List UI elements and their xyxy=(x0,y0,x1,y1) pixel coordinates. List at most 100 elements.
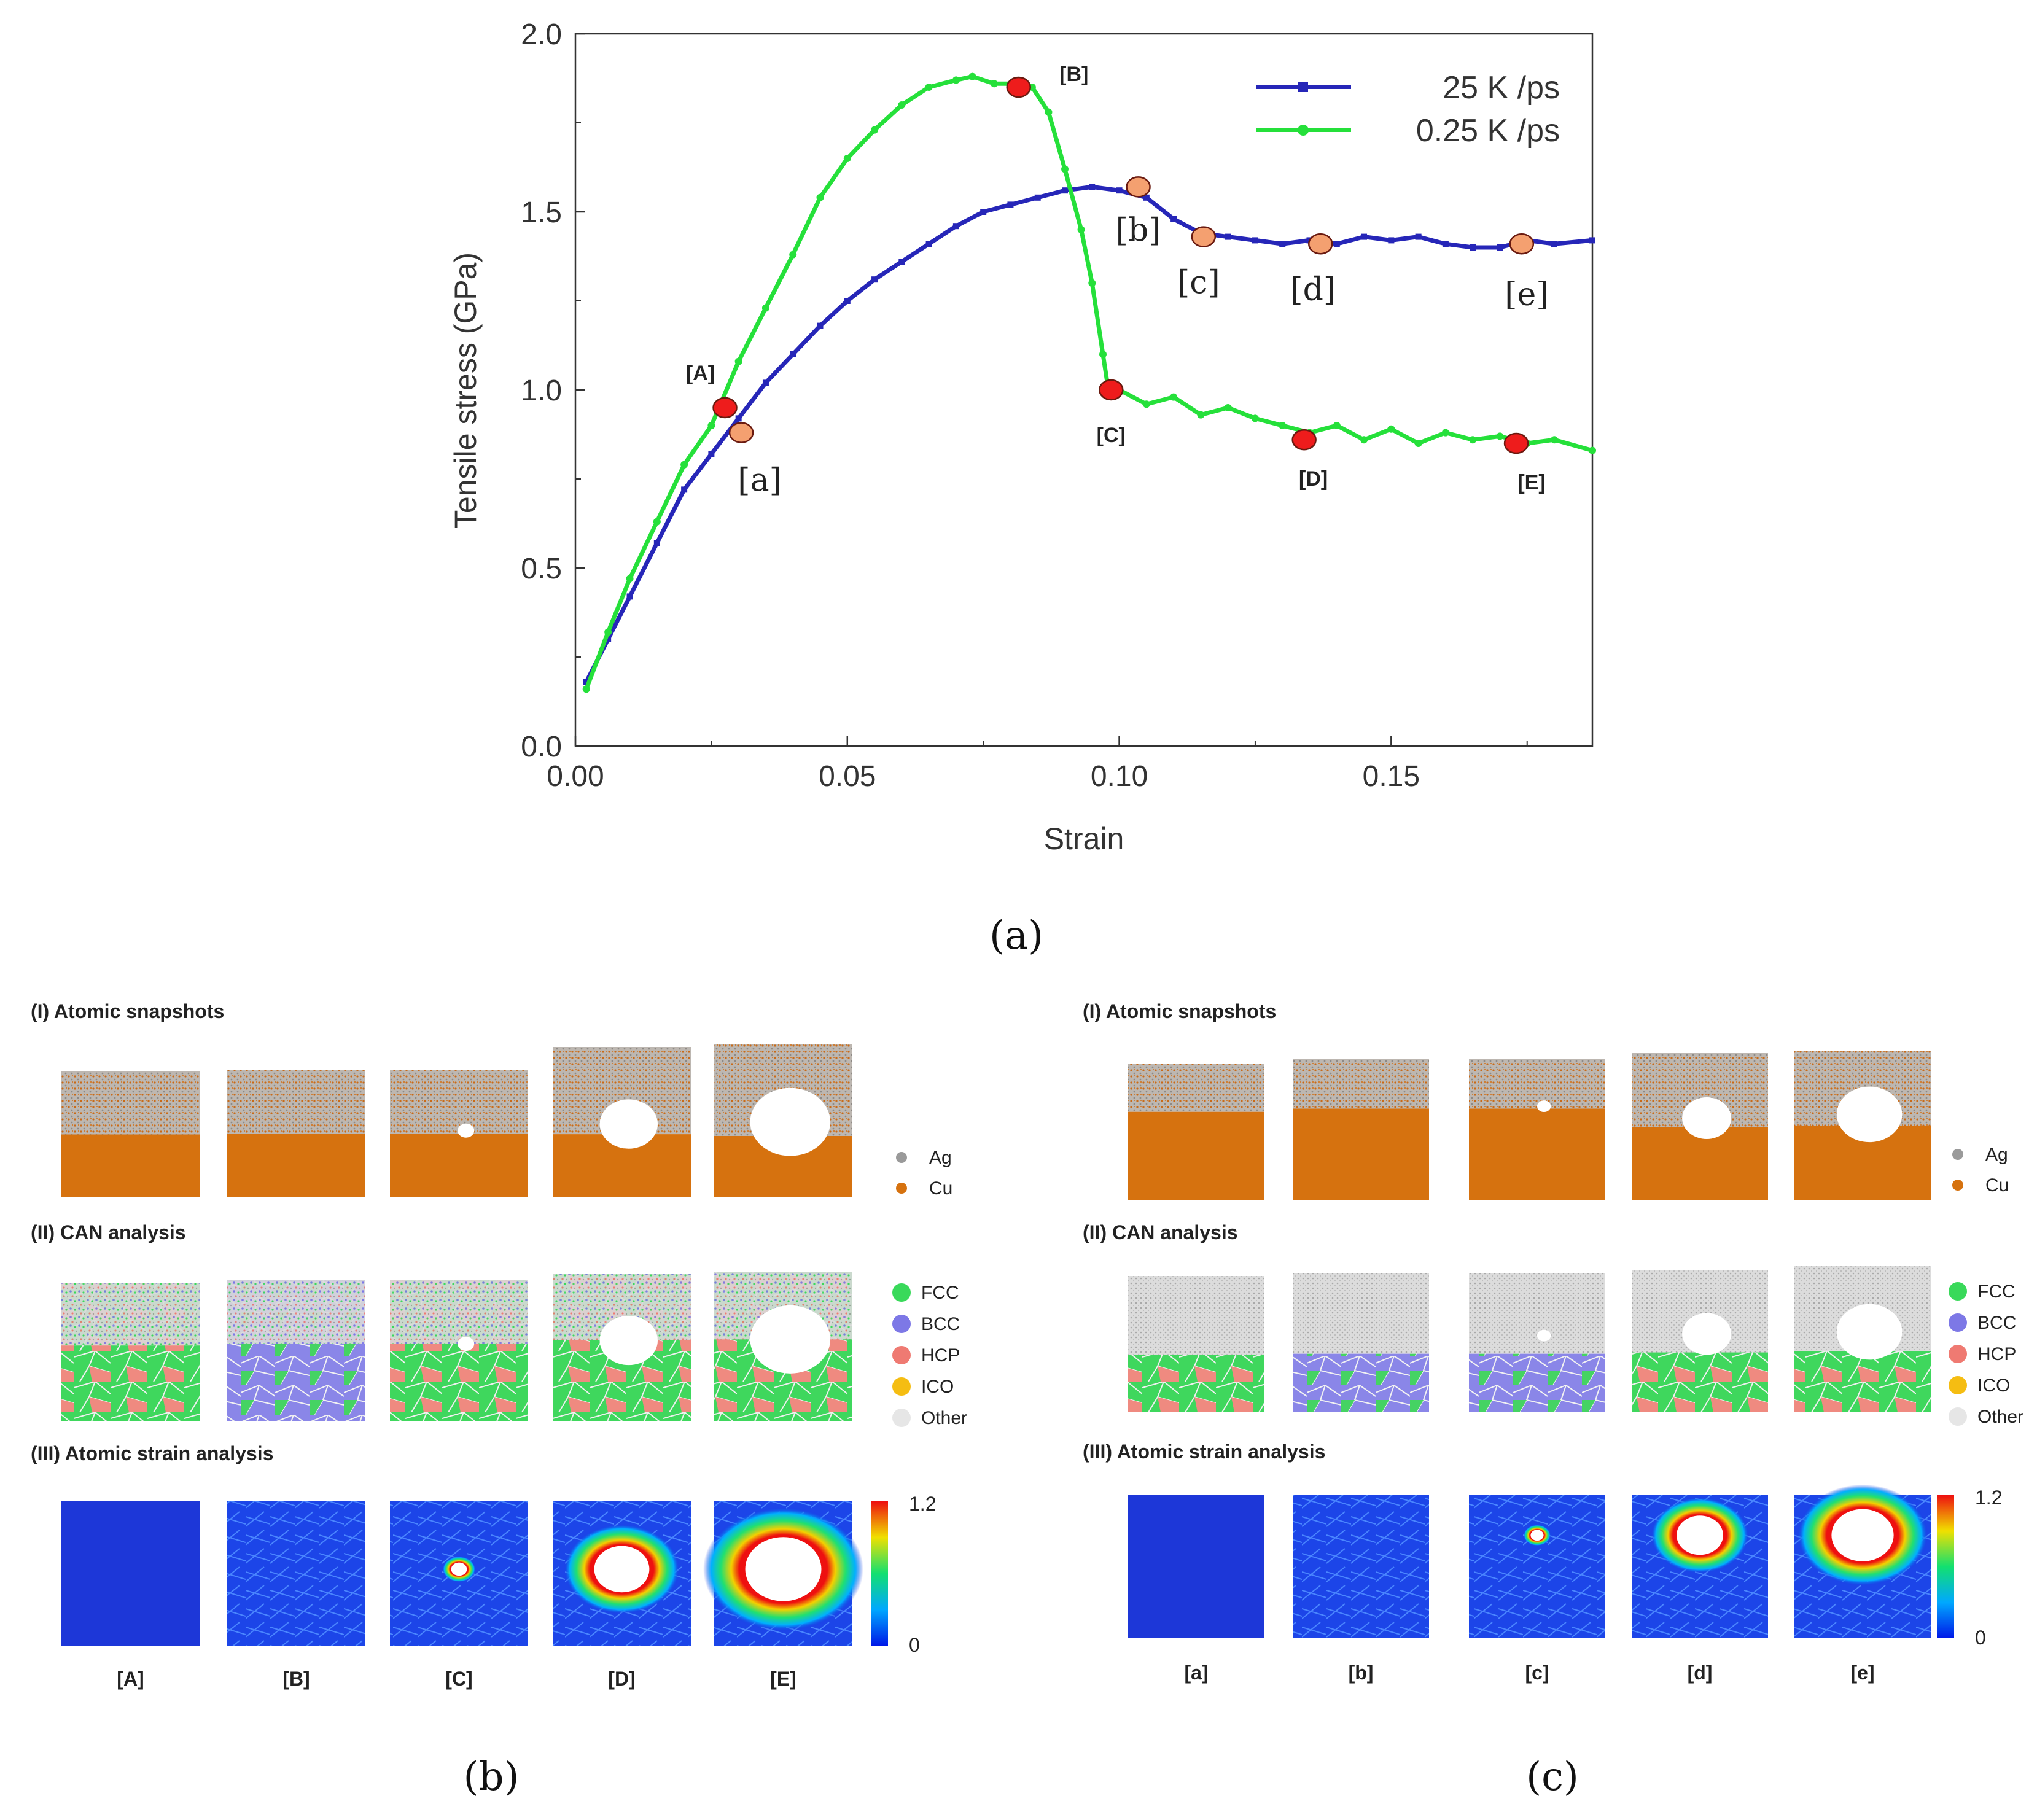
data-point xyxy=(735,415,742,422)
atomic-snapshot xyxy=(1293,1059,1429,1200)
can-map xyxy=(1128,1355,1264,1412)
data-point xyxy=(1279,241,1286,247)
ag-layer xyxy=(390,1070,528,1134)
data-point xyxy=(1387,425,1395,433)
data-point xyxy=(680,461,688,469)
legend-label-blue: 25 K /ps xyxy=(1443,70,1560,106)
can-map xyxy=(1469,1353,1605,1412)
can-snapshot xyxy=(227,1280,365,1421)
atomic-snapshot xyxy=(390,1070,528,1197)
hcp-legend-dot xyxy=(1949,1345,1967,1363)
colorbar-min-label: 0 xyxy=(909,1634,920,1656)
series-line-25kps xyxy=(584,184,1593,683)
cu-legend-dot xyxy=(896,1183,907,1194)
data-point xyxy=(1360,436,1368,444)
can-map-upper xyxy=(227,1280,365,1344)
ico-legend-label: ICO xyxy=(921,1377,954,1397)
fcc-legend-label: FCC xyxy=(921,1283,959,1303)
atomic-snapshot xyxy=(61,1071,200,1197)
cu-layer xyxy=(227,1134,365,1197)
data-point xyxy=(1469,436,1477,444)
atomic-snapshot xyxy=(1632,1053,1768,1200)
strain-field xyxy=(1469,1495,1605,1638)
point-marker xyxy=(1503,432,1529,454)
point-marker-label: [a] xyxy=(738,462,782,499)
data-point xyxy=(1143,194,1150,201)
strain-field xyxy=(1128,1495,1264,1638)
void xyxy=(1537,1329,1551,1342)
can-snapshot xyxy=(1794,1266,1931,1412)
x-tick-label: 0.10 xyxy=(1091,760,1148,793)
strain-map xyxy=(1469,1495,1605,1638)
ag-layer xyxy=(1293,1059,1429,1109)
point-marker-label: [b] xyxy=(1116,212,1161,249)
point-marker xyxy=(1006,76,1031,98)
can-snapshot xyxy=(1293,1273,1429,1412)
ag-layer xyxy=(61,1071,200,1135)
can-map-upper xyxy=(1293,1273,1429,1354)
point-marker-label: [E] xyxy=(1517,471,1545,494)
data-point xyxy=(1142,400,1150,408)
data-point xyxy=(707,422,715,429)
void xyxy=(1677,1515,1723,1555)
void xyxy=(1530,1530,1544,1541)
can-snapshot xyxy=(553,1274,691,1421)
frame-label: [d] xyxy=(1688,1662,1713,1684)
data-point xyxy=(898,101,906,109)
ag-layer xyxy=(227,1070,365,1134)
data-point xyxy=(1225,233,1231,240)
stress-strain-chart: 0.0 0.5 1.0 1.5 2.0 0.00 0.05 0.10 0.15 Tensile… xyxy=(448,18,1596,959)
y-tick-label: 0.0 xyxy=(521,731,562,763)
other-legend-dot xyxy=(1949,1407,1967,1426)
data-point xyxy=(1197,411,1205,419)
can-map xyxy=(1293,1353,1429,1412)
data-point xyxy=(789,251,797,259)
can-snapshot xyxy=(61,1283,200,1421)
ag-layer xyxy=(1469,1059,1605,1109)
hcp-legend-label: HCP xyxy=(1977,1344,2016,1364)
legend-label-green: 0.25 K /ps xyxy=(1416,113,1560,149)
data-point xyxy=(844,298,851,304)
caption-a: (a) xyxy=(989,913,1043,959)
strain-field xyxy=(1293,1495,1429,1638)
colorbar-min-label: 0 xyxy=(1975,1627,1986,1649)
caption-b: (b) xyxy=(464,1754,520,1800)
point-marker-label: [B] xyxy=(1059,63,1088,86)
row-title-atomic-snapshots: (I) Atomic snapshots xyxy=(1083,1000,1276,1022)
data-point xyxy=(1088,279,1096,287)
void xyxy=(458,1337,475,1351)
fcc-legend-dot xyxy=(892,1283,911,1302)
point-marker xyxy=(1191,226,1217,247)
data-point xyxy=(817,322,824,329)
data-point xyxy=(968,72,976,80)
data-point xyxy=(1007,201,1014,208)
data-point xyxy=(1441,429,1449,437)
data-point xyxy=(1062,187,1069,194)
data-point xyxy=(1414,440,1422,447)
can-snapshot xyxy=(714,1272,852,1421)
can-map xyxy=(1794,1351,1931,1412)
colorbar xyxy=(871,1501,888,1646)
strain-map xyxy=(390,1501,528,1646)
y-tick-label: 1.0 xyxy=(521,375,562,407)
data-point xyxy=(1551,436,1559,444)
void xyxy=(750,1305,830,1374)
fcc-legend-dot xyxy=(1949,1282,1967,1301)
legend: 25 K /ps 0.25 K /ps xyxy=(1256,70,1560,149)
data-point xyxy=(1034,194,1041,201)
atomic-snapshot xyxy=(1469,1059,1605,1200)
point-marker xyxy=(1099,379,1124,401)
point-markers: [A] [B] [C] [D] [E] [a] [b] [c] [d] [e] xyxy=(686,63,1549,499)
data-point xyxy=(708,451,715,457)
void xyxy=(1682,1097,1732,1139)
data-point xyxy=(1388,237,1395,244)
strain-field xyxy=(227,1501,365,1646)
point-marker-label: [C] xyxy=(1097,424,1126,447)
x-tick-label: 0.15 xyxy=(1363,760,1420,793)
legend-marker-green xyxy=(1298,125,1309,136)
data-point xyxy=(816,193,824,201)
atomic-snapshot xyxy=(553,1047,691,1197)
strain-map xyxy=(1293,1495,1429,1638)
data-point xyxy=(762,379,769,386)
data-point xyxy=(1224,404,1232,411)
